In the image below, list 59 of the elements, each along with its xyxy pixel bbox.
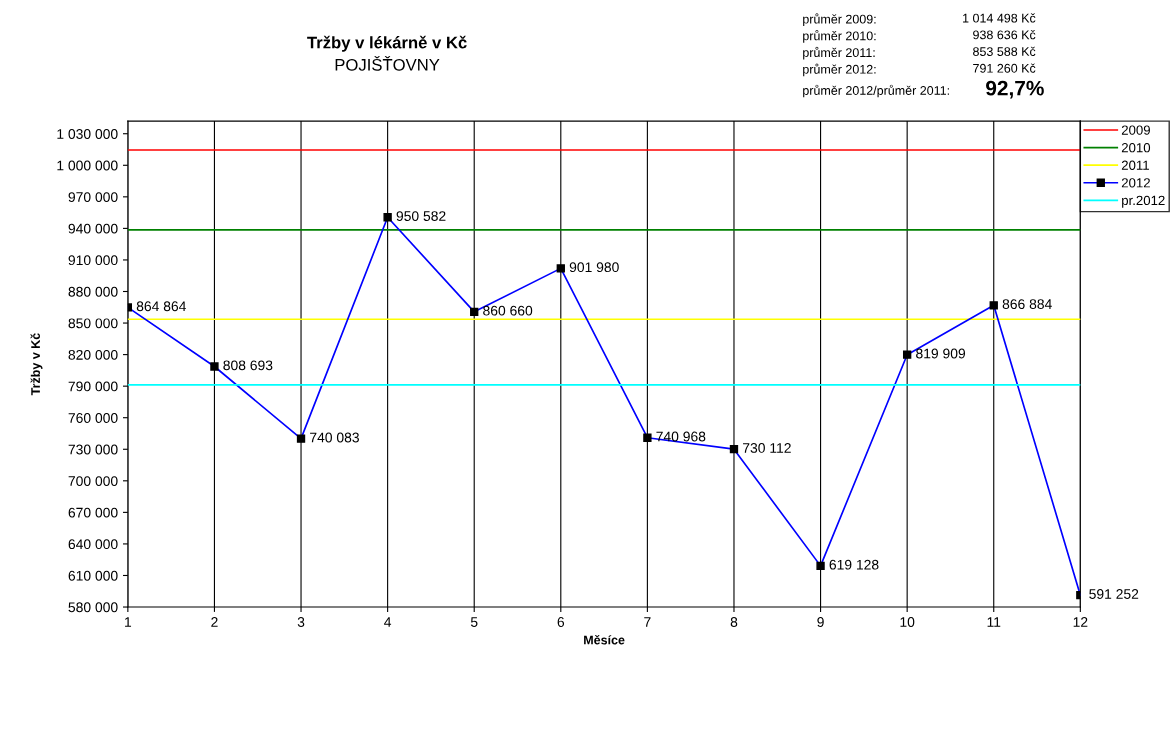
y-tick-label: 1 000 000 [57, 160, 118, 171]
x-tick-label: 12 [1073, 617, 1088, 627]
y-tick-label: 760 000 [68, 413, 118, 423]
legend-label: 2011 [1121, 160, 1149, 170]
legend-label: pr.2012 [1122, 195, 1165, 208]
legend-label: 2010 [1121, 142, 1151, 153]
y-tick-label: 940 000 [68, 223, 118, 234]
x-tick-label: 9 [817, 617, 824, 627]
data-label: 619 128 [829, 559, 879, 570]
y-tick-label: 1 030 000 [57, 129, 118, 139]
text: 938 636 Kč [973, 30, 1036, 40]
data-label: 730 112 [743, 443, 791, 453]
y-tick-label: 670 000 [68, 507, 118, 518]
text: průměr 2012/průměr 2011: [803, 84, 949, 98]
y-tick-label: 700 000 [68, 476, 118, 486]
data-label: 950 582 [396, 211, 446, 221]
y-tick-label: 880 000 [68, 286, 118, 297]
text: průměr 2012: [803, 63, 876, 77]
x-tick-label: 11 [987, 617, 1001, 627]
data-label: 740 968 [656, 431, 706, 442]
text: 853 588 Kč [973, 46, 1036, 56]
x-tick-label: 10 [900, 617, 915, 627]
x-axis-title: Měsíce [584, 634, 625, 645]
text: průměr 2011: [803, 46, 875, 60]
y-axis-title: Tržby v Kč [30, 333, 43, 396]
text: 791 260 Kč [973, 63, 1036, 73]
legend-label: 2009 [1121, 125, 1150, 135]
data-label: 866 884 [1002, 299, 1052, 310]
text: 1 014 498 Kč [963, 13, 1036, 23]
data-label: 901 980 [569, 262, 619, 273]
y-tick-label: 610 000 [68, 570, 118, 581]
x-tick-label: 2 [211, 617, 218, 627]
x-tick-label: 7 [644, 617, 651, 627]
x-tick-label: 4 [384, 617, 392, 627]
x-tick-label: 5 [470, 617, 478, 627]
y-tick-label: 640 000 [68, 539, 118, 550]
y-tick-label: 970 000 [68, 192, 118, 203]
y-tick-label: 820 000 [68, 349, 118, 360]
text: průměr 2009: [803, 13, 876, 27]
y-tick-label: 580 000 [68, 602, 118, 613]
legend-label: 2012 [1121, 178, 1150, 188]
chart-subtitle: POJIŠŤOVNY [335, 56, 440, 71]
data-label: 819 909 [916, 348, 966, 359]
x-tick-label: 3 [297, 617, 305, 627]
data-label: 860 660 [483, 305, 533, 316]
y-tick-label: 790 000 [68, 381, 118, 392]
data-label: 864 864 [136, 301, 186, 312]
text: 92,7% [986, 80, 1044, 99]
x-tick-label: 6 [557, 617, 565, 627]
x-tick-label: 8 [730, 617, 738, 627]
chart-title: Tržby v lékárně v Kč [307, 35, 467, 52]
text: průměr 2010: [803, 30, 876, 43]
y-tick-label: 730 000 [68, 444, 118, 455]
data-label: 740 083 [310, 432, 359, 443]
y-tick-label: 910 000 [68, 255, 118, 266]
data-label: 808 693 [223, 360, 273, 371]
data-label: 591 252 [1089, 589, 1139, 599]
y-tick-label: 850 000 [68, 318, 118, 329]
x-tick-label: 1 [125, 617, 132, 627]
